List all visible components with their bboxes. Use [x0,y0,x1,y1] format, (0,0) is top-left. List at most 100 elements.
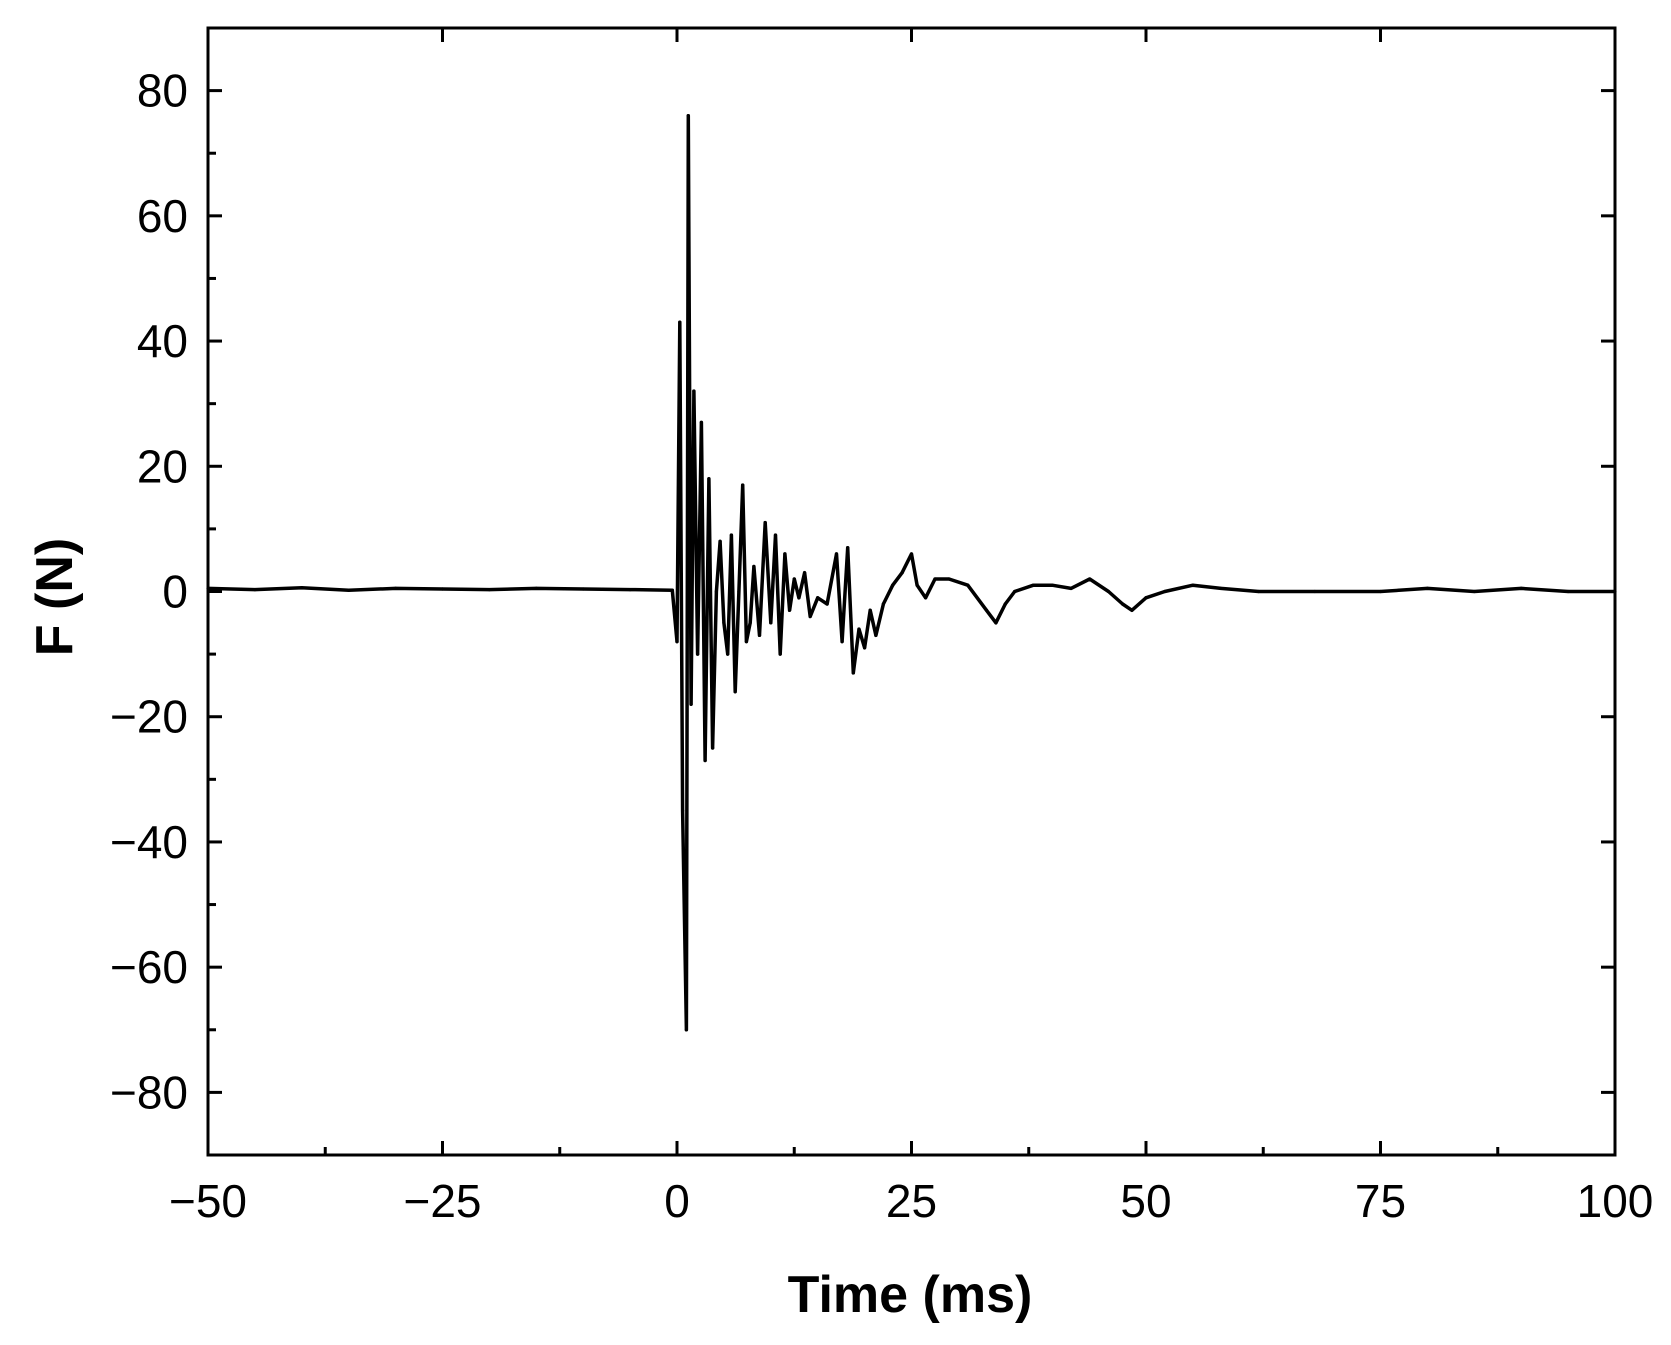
data-point [581,587,585,591]
data-point [984,608,989,612]
data-point [1144,596,1148,600]
data-point [787,608,792,612]
data-point [874,633,878,637]
data-point [714,589,718,594]
data-point [347,588,351,592]
data-point [933,577,937,581]
data-point [915,583,919,587]
data-point [675,639,679,644]
force-series-line [207,113,1615,1032]
y-axis-label: F (N) [26,538,84,656]
data-point [726,652,730,656]
data-point [1378,589,1383,594]
data-point [1163,589,1167,594]
y-tick-label: 20 [137,440,188,492]
data-point [1566,589,1570,594]
data-point [778,652,782,656]
y-tick-label: 80 [137,65,188,117]
data-point [1069,586,1073,590]
data-point [783,552,787,556]
data-point [909,552,914,556]
data-point [863,646,867,650]
data-point [686,114,690,118]
data-point [757,633,762,637]
data-point [1013,589,1017,594]
data-point [300,586,304,590]
data-point [692,389,696,393]
data-point [1313,589,1317,594]
x-tick-label: 50 [1120,1175,1171,1227]
data-point [1003,602,1007,606]
data-point [773,533,778,537]
data-point [994,621,998,625]
data-point [696,652,700,656]
data-point [1519,586,1523,590]
data-point [851,671,855,675]
data-point [846,546,850,550]
data-point [808,614,812,619]
data-point [923,596,928,600]
data-point [722,621,726,625]
y-tick-label: −20 [110,691,188,743]
data-point [825,602,829,606]
x-tick-label: 25 [886,1175,937,1227]
data-point [1031,583,1036,587]
data-point [1088,577,1092,581]
data-point [834,552,839,556]
y-tick-label: 0 [162,566,188,618]
data-point [703,758,707,763]
data-point [748,621,752,625]
data-point [440,587,445,591]
data-point [684,1028,688,1032]
data-point [628,588,632,592]
ticks: −50 −25 0 25 50 75 100 −80 −60 −40 −20 0 20 40 60 80 [110,26,1654,1227]
data-point [881,602,885,606]
y-tick-label: −60 [110,941,188,993]
x-tick-label: −25 [403,1175,481,1227]
series-layer [206,113,1617,1032]
data-point [1472,589,1476,594]
data-point [763,521,767,525]
data-point [900,571,904,575]
data-point [891,583,895,587]
data-point [752,564,756,569]
data-point [678,320,682,324]
data-point [206,586,210,590]
data-point [737,589,741,594]
data-point [947,577,951,581]
data-point [718,539,722,544]
data-point [1613,589,1617,594]
data-point [966,583,970,587]
x-axis-label: Time (ms) [788,1266,1033,1324]
data-point [394,586,398,590]
data-point [1050,583,1054,587]
data-point [487,588,491,592]
y-tick-label: −40 [110,816,188,868]
data-point [729,533,734,537]
data-point [681,809,685,813]
data-point [1425,586,1429,590]
x-tick-label: 100 [1577,1175,1654,1227]
y-tick-label: −80 [110,1066,188,1118]
x-tick-label: 0 [664,1175,690,1227]
y-tick-label: 60 [137,190,188,242]
x-tick-label: −50 [169,1175,247,1227]
data-point [1130,608,1134,612]
data-point [741,483,745,487]
data-point [1120,602,1125,606]
data-point [1106,589,1111,594]
data-point [744,639,749,644]
data-point [1219,586,1223,590]
data-point [253,588,257,592]
data-point [689,702,693,706]
data-point [868,608,872,612]
data-point [816,596,820,600]
data-point [711,746,715,750]
data-point [707,477,711,481]
data-point [802,571,807,575]
data-point [1256,589,1261,594]
data-point [733,690,737,694]
data-point [534,586,538,590]
data-point [857,627,861,631]
